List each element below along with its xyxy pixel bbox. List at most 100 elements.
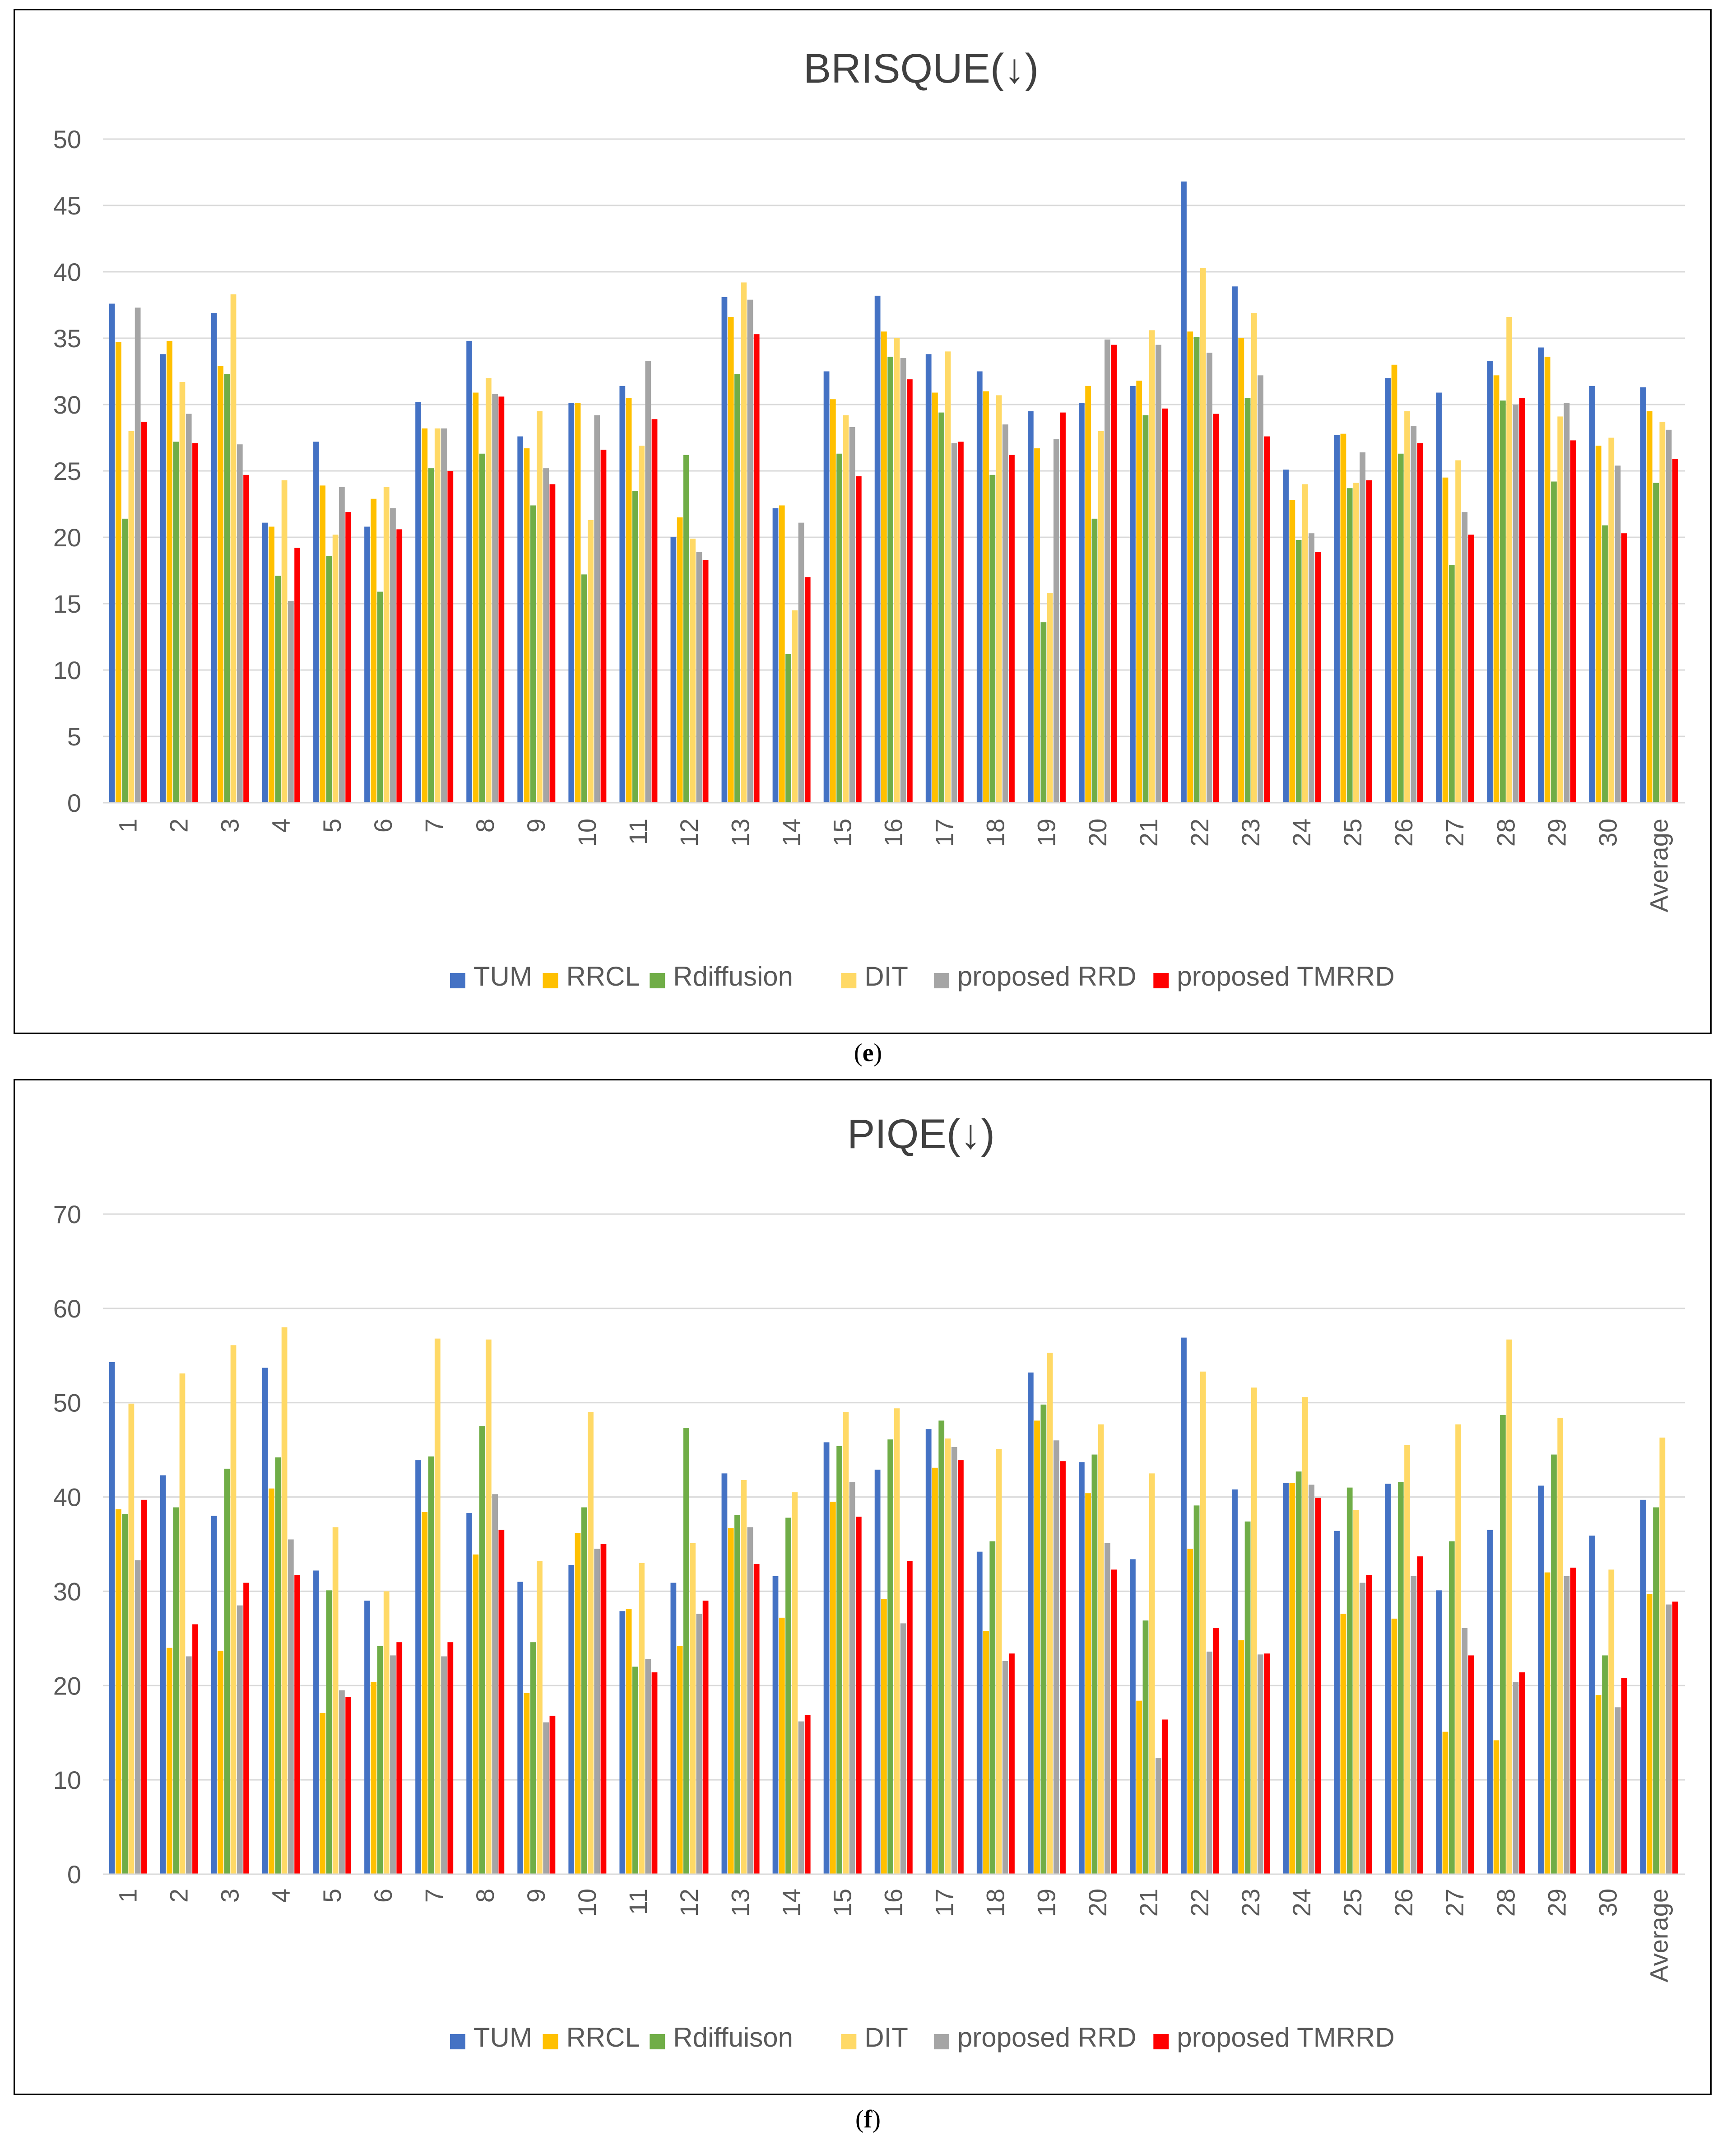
bar-proposed-tmrrd-30 [1621,1678,1627,1874]
bar-tum-20 [1079,403,1085,803]
bar-proposed-tmrrd-16 [906,1561,913,1874]
bar-proposed-tmrrd-15 [855,476,862,803]
bar-proposed-tmrrd-27 [1468,535,1474,803]
bar-rdiffuison-25 [1346,1487,1353,1874]
x-tick-label: 17 [930,819,959,847]
bar-proposed-tmrrd-12 [702,1601,709,1874]
bar-proposed-rrd-23 [1258,1654,1263,1874]
bar-tum-average [1640,387,1646,803]
x-tick-label: 17 [930,1889,959,1917]
legend-swatch [543,2034,558,2049]
bar-tum-16 [874,295,881,803]
bar-rdiffusion-8 [479,453,485,803]
bar-proposed-rrd-28 [1513,1681,1519,1874]
bar-tum-29 [1538,1485,1544,1874]
legend-swatch [841,973,857,988]
x-tick-label: 8 [471,819,499,833]
bar-rdiffuison-23 [1244,1521,1251,1874]
bar-rrcl-8 [473,1554,479,1874]
bar-tum-18 [976,371,983,803]
bar-dit-16 [894,338,900,803]
bar-rdiffuison-1 [122,1514,128,1874]
bar-rdiffusion-12 [683,455,689,803]
bar-proposed-rrd-17 [951,443,957,803]
bar-dit-24 [1302,1397,1308,1874]
x-tick-label: 14 [777,819,805,847]
x-tick-label: 16 [879,819,908,847]
bar-proposed-rrd-7 [441,1656,447,1874]
bar-proposed-tmrrd-16 [906,379,913,803]
bar-rrcl-9 [524,448,530,803]
bar-proposed-rrd-5 [339,1690,345,1874]
bar-rrcl-15 [830,1502,836,1874]
x-tick-label: 1 [114,819,142,833]
caption-e: (e) [0,1038,1736,1067]
legend-label: RRCL [566,961,640,991]
x-tick-label: 13 [726,1889,754,1917]
x-tick-label: 26 [1389,1889,1418,1917]
bar-rrcl-18 [983,1631,989,1874]
y-tick-label: 30 [53,1577,81,1606]
bar-dit-30 [1608,1569,1615,1874]
x-tick-label: 24 [1287,1889,1316,1917]
bar-proposed-tmrrd-2 [192,1624,198,1874]
y-tick-label: 40 [53,1483,81,1512]
bar-rrcl-2 [167,340,172,803]
bar-proposed-rrd-13 [747,299,753,803]
bar-rrcl-10 [575,403,581,803]
bar-rrcl-22 [1187,1549,1193,1874]
bar-dit-average [1659,1437,1666,1874]
bar-rdiffuison-19 [1040,1404,1047,1874]
bar-tum-16 [874,1470,881,1874]
bar-proposed-tmrrd-29 [1570,440,1576,803]
bar-rdiffusion-15 [836,453,842,803]
bar-dit-11 [639,446,645,803]
bar-rrcl-29 [1544,1572,1550,1874]
x-tick-label: 2 [165,819,193,833]
bar-rdiffuison-13 [734,1515,740,1874]
bar-rdiffusion-9 [530,505,536,803]
bar-rdiffuison-28 [1500,1415,1506,1874]
bar-tum-24 [1283,470,1289,803]
bar-proposed-tmrrd-1 [141,422,147,803]
legend-swatch [933,973,949,988]
bar-proposed-rrd-21 [1156,344,1161,803]
bar-dit-12 [690,538,696,803]
bar-rrcl-23 [1238,1640,1244,1874]
legend-swatch [650,2034,665,2049]
bar-proposed-rrd-19 [1053,439,1059,803]
legend-swatch [450,2034,465,2049]
bar-dit-28 [1506,1339,1513,1874]
bar-rrcl-13 [728,1528,734,1874]
bar-rrcl-6 [371,498,377,803]
bar-tum-3 [211,1516,217,1874]
bar-proposed-rrd-7 [441,428,447,803]
bar-rdiffusion-5 [326,556,332,803]
bar-tum-26 [1385,1484,1391,1874]
bar-dit-29 [1557,1418,1564,1874]
bar-proposed-rrd-27 [1462,1628,1468,1874]
bar-tum-5 [313,1570,319,1874]
bar-dit-8 [485,378,492,803]
bar-rdiffuison-10 [581,1507,587,1874]
bar-dit-28 [1506,317,1513,803]
bar-tum-23 [1232,1489,1238,1874]
bar-rrcl-24 [1289,1483,1295,1874]
bar-rdiffuison-29 [1551,1454,1557,1874]
bar-proposed-tmrrd-22 [1213,414,1219,803]
bar-rrcl-4 [269,1488,274,1874]
bar-proposed-rrd-25 [1360,452,1366,803]
bar-proposed-tmrrd-19 [1060,1461,1066,1874]
bar-tum-15 [823,371,830,803]
y-tick-label: 15 [53,590,81,618]
bar-proposed-tmrrd-17 [958,1460,964,1874]
bar-dit-21 [1149,1473,1155,1874]
bar-tum-14 [772,1576,779,1874]
x-tick-label: 8 [471,1889,499,1903]
y-tick-label: 10 [53,656,81,684]
bar-tum-8 [466,340,472,803]
bar-proposed-rrd-19 [1053,1440,1059,1874]
bar-proposed-tmrrd-13 [753,1564,760,1874]
bar-proposed-tmrrd-18 [1009,455,1015,803]
x-tick-label: 4 [267,1889,295,1903]
